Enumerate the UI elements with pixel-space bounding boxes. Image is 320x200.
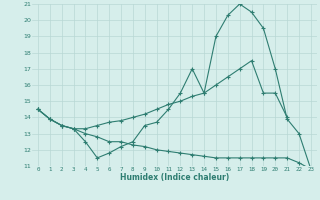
X-axis label: Humidex (Indice chaleur): Humidex (Indice chaleur) xyxy=(120,173,229,182)
